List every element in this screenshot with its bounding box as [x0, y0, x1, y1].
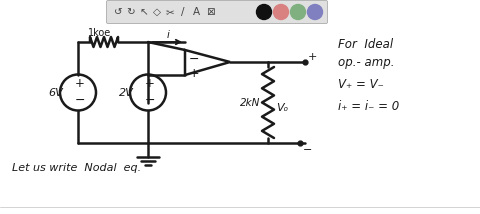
Text: For  Ideal: For Ideal: [338, 38, 393, 51]
Text: i₊ = i₋ = 0: i₊ = i₋ = 0: [338, 100, 399, 113]
Text: ↖: ↖: [140, 7, 148, 17]
Circle shape: [290, 4, 305, 19]
Circle shape: [308, 4, 323, 19]
Text: ◇: ◇: [153, 7, 161, 17]
Text: V₊ = V₋: V₊ = V₋: [338, 78, 384, 91]
Text: ✂: ✂: [166, 7, 174, 17]
Text: 6V: 6V: [48, 88, 63, 98]
Text: Vₒ: Vₒ: [276, 103, 288, 113]
Text: +: +: [189, 67, 200, 80]
Text: 1koe: 1koe: [88, 28, 111, 38]
Circle shape: [256, 4, 272, 19]
Text: 2V: 2V: [119, 88, 133, 98]
Text: op.- amp.: op.- amp.: [338, 56, 395, 69]
Text: −: −: [145, 94, 155, 107]
Text: −: −: [189, 53, 200, 66]
Text: ⊠: ⊠: [205, 7, 215, 17]
Text: ↻: ↻: [127, 7, 135, 17]
Text: Let us write  Nodal  eq.: Let us write Nodal eq.: [12, 163, 141, 173]
Text: A: A: [192, 7, 200, 17]
Text: +: +: [308, 52, 317, 62]
Text: −: −: [75, 94, 85, 107]
FancyBboxPatch shape: [107, 0, 327, 24]
Text: −: −: [303, 145, 312, 155]
Text: ↺: ↺: [114, 7, 122, 17]
Text: /: /: [181, 7, 185, 17]
Text: 2kN: 2kN: [240, 98, 260, 107]
Text: i: i: [167, 30, 169, 40]
Text: +: +: [145, 77, 155, 90]
Text: +: +: [75, 77, 85, 90]
Circle shape: [274, 4, 288, 19]
